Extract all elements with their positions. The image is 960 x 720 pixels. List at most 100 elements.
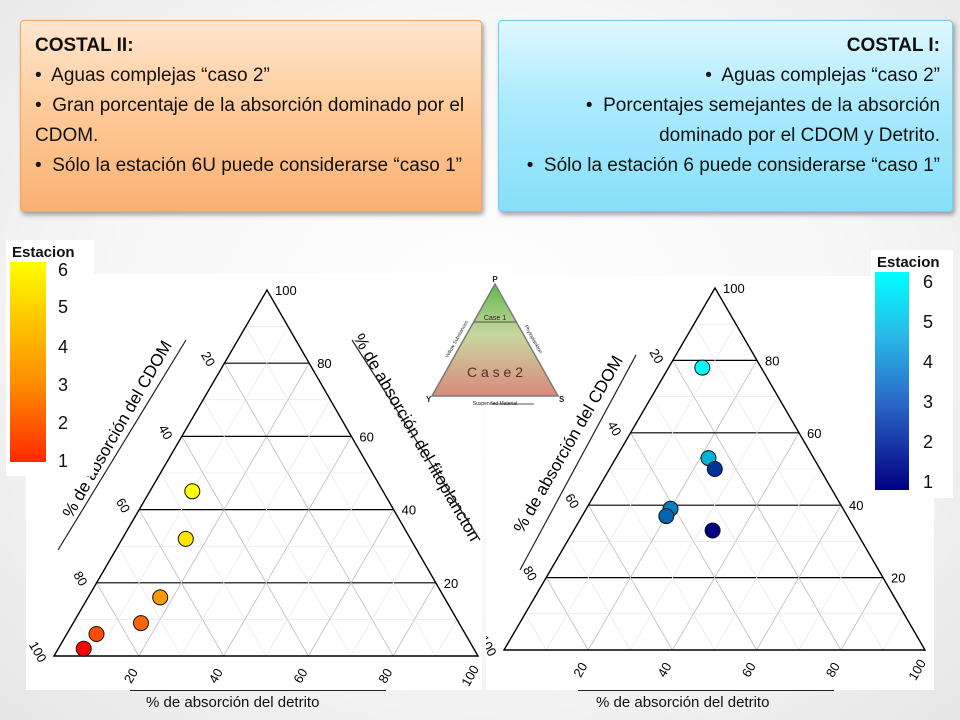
- data-point-estacion-2: [177, 530, 194, 547]
- axis-arrow-cdom: [57, 339, 187, 551]
- right-ternary-panel: 20 20 20 40 40 40 60 60 60 80 80 80 100 100 100% de ab…: [476, 276, 934, 690]
- tick-cdom-60: 60: [113, 495, 133, 515]
- tick-detrito-100: 100: [905, 657, 929, 683]
- costal-ii-bullet-1: • Aguas complejas “caso 2”: [35, 65, 270, 86]
- minor-grid-cdom-5: [75, 619, 97, 657]
- left-ternary-panel: 20 20 20 40 40 40 60 60 60 80 80 80 100 100 100% de ab…: [26, 274, 484, 690]
- right-legend-tick-1: 1: [923, 472, 934, 492]
- left-legend-tick-4: 4: [58, 337, 69, 357]
- tick-fito-100: 100: [723, 281, 745, 296]
- minor-grid-cdom-3: [160, 472, 267, 657]
- minor-grid-cdom-1: [693, 324, 884, 651]
- tick-cdom-100: 100: [26, 639, 50, 665]
- minor-grid-cdom-3: [609, 468, 715, 651]
- minor-grid-detrito-4: [350, 546, 415, 657]
- minor-grid-detrito-3: [265, 472, 373, 657]
- minor-grid-cdom-4: [117, 546, 182, 657]
- right-color-legend: Estacion 6 5 4 3 2 1: [871, 250, 953, 498]
- minor-grid-cdom-2: [202, 399, 352, 657]
- grid-line-cdom-3: [588, 504, 673, 651]
- case-diagram-svg: Case 1 C a s e 2 P Y S Suspended Materia…: [426, 275, 565, 407]
- minor-grid-detrito-3: [714, 468, 821, 651]
- case-diagram: Case 1 C a s e 2 P Y S Suspended Materia…: [422, 272, 568, 410]
- tick-cdom-80: 80: [520, 563, 540, 583]
- minor-grid-cdom-5: [524, 613, 547, 651]
- left-legend-tick-5: 5: [58, 297, 69, 317]
- tick-fito-40: 40: [849, 498, 863, 513]
- tick-fito-60: 60: [807, 426, 821, 441]
- left-legend-tick-6: 6: [58, 260, 69, 280]
- minor-grid-detrito-4: [798, 541, 863, 651]
- left-legend-tick-2: 2: [58, 413, 69, 433]
- costal-ii-title: COSTAL II:: [35, 35, 134, 56]
- data-point-estacion-3: [706, 461, 723, 477]
- tick-cdom-60: 60: [562, 491, 582, 511]
- ternary-outline: [52, 288, 480, 657]
- costal-ii-bullet-3: • Sólo la estación 6U puede considerarse…: [35, 155, 463, 176]
- tick-cdom-40: 40: [156, 422, 176, 442]
- tick-detrito-60: 60: [290, 666, 310, 686]
- minor-grid-detrito-2: [180, 399, 331, 657]
- data-point-estacion-4: [133, 615, 149, 632]
- minor-grid-detrito-2: [630, 396, 779, 651]
- grid-line-detrito-3: [308, 509, 394, 657]
- tick-detrito-20: 20: [121, 666, 141, 686]
- axis-arrow-fitoplancton: [351, 339, 481, 541]
- grid-line-detrito-3: [756, 504, 842, 651]
- tick-detrito-40: 40: [654, 660, 674, 680]
- tick-fito-100: 100: [275, 283, 297, 298]
- costal-ii-bullet-2: • Gran porcentaje de la absorción domina…: [35, 95, 465, 146]
- left-legend-tick-3: 3: [58, 375, 69, 395]
- left-legend-title: Estacion: [12, 244, 75, 261]
- data-point-estacion-6: [704, 522, 721, 539]
- case1-label: Case 1: [484, 315, 506, 322]
- tick-cdom-20: 20: [647, 346, 667, 366]
- vertex-p-label: P: [492, 275, 498, 284]
- tick-detrito-80: 80: [823, 660, 843, 680]
- minor-grid-cdom-1: [245, 326, 436, 657]
- right-legend-tick-3: 3: [923, 392, 934, 412]
- right-legend-tick-4: 4: [923, 352, 934, 372]
- tick-detrito-100: 100: [458, 663, 482, 689]
- costal-ii-box: COSTAL II: • Aguas complejas “caso 2” • …: [20, 20, 482, 212]
- data-point-estacion-5: [658, 508, 675, 525]
- data-point-estacion-6: [75, 640, 92, 657]
- costal-i-box: COSTAL I: • Aguas complejas “caso 2” • P…: [498, 20, 953, 212]
- minor-grid-detrito-1: [545, 324, 737, 651]
- tick-fito-20: 20: [444, 576, 458, 591]
- data-point-estacion-3: [152, 589, 169, 606]
- data-point-estacion-1: [694, 359, 711, 376]
- case-triangle: [430, 282, 560, 397]
- right-legend-tick-6: 6: [923, 272, 934, 292]
- case2-label: C a s e 2: [467, 364, 523, 380]
- tick-cdom-20: 20: [198, 349, 218, 369]
- tick-cdom-80: 80: [70, 569, 90, 589]
- costal-i-title: COSTAL I:: [846, 35, 940, 56]
- right-legend-title: Estacion: [877, 254, 940, 271]
- tick-fito-80: 80: [765, 353, 779, 368]
- left-color-legend: Estacion 6 5 4 3 2 1: [6, 240, 94, 476]
- tick-detrito-60: 60: [739, 660, 759, 680]
- costal-i-bullet-3: • Sólo la estación 6 puede considerarse …: [526, 155, 940, 176]
- minor-grid-cdom-4: [567, 541, 631, 651]
- tick-fito-40: 40: [402, 503, 416, 518]
- data-point-estacion-1: [184, 483, 201, 500]
- costal-i-bullet-2: • Porcentajes semejantes de la absorción…: [585, 95, 940, 146]
- right-detrito-arrow: [578, 690, 834, 691]
- vertex-y-label: Y: [426, 395, 432, 404]
- left-legend-tick-1: 1: [58, 451, 69, 471]
- grid-line-cdom-3: [138, 509, 224, 657]
- right-legend-colorbar: [875, 272, 909, 490]
- data-point-estacion-5: [88, 626, 105, 642]
- right-detrito-axis-label: % de absorción del detrito: [596, 694, 770, 711]
- tick-cdom-40: 40: [604, 419, 624, 439]
- axis-arrow-cdom: [519, 354, 637, 571]
- tick-fito-60: 60: [359, 429, 373, 444]
- tick-cdom-100: 100: [486, 633, 500, 659]
- minor-grid-detrito-5: [882, 613, 905, 651]
- right-legend-tick-5: 5: [923, 312, 934, 332]
- left-detrito-arrow: [130, 690, 386, 691]
- tick-fito-80: 80: [317, 356, 331, 371]
- right-legend-tick-2: 2: [923, 432, 934, 452]
